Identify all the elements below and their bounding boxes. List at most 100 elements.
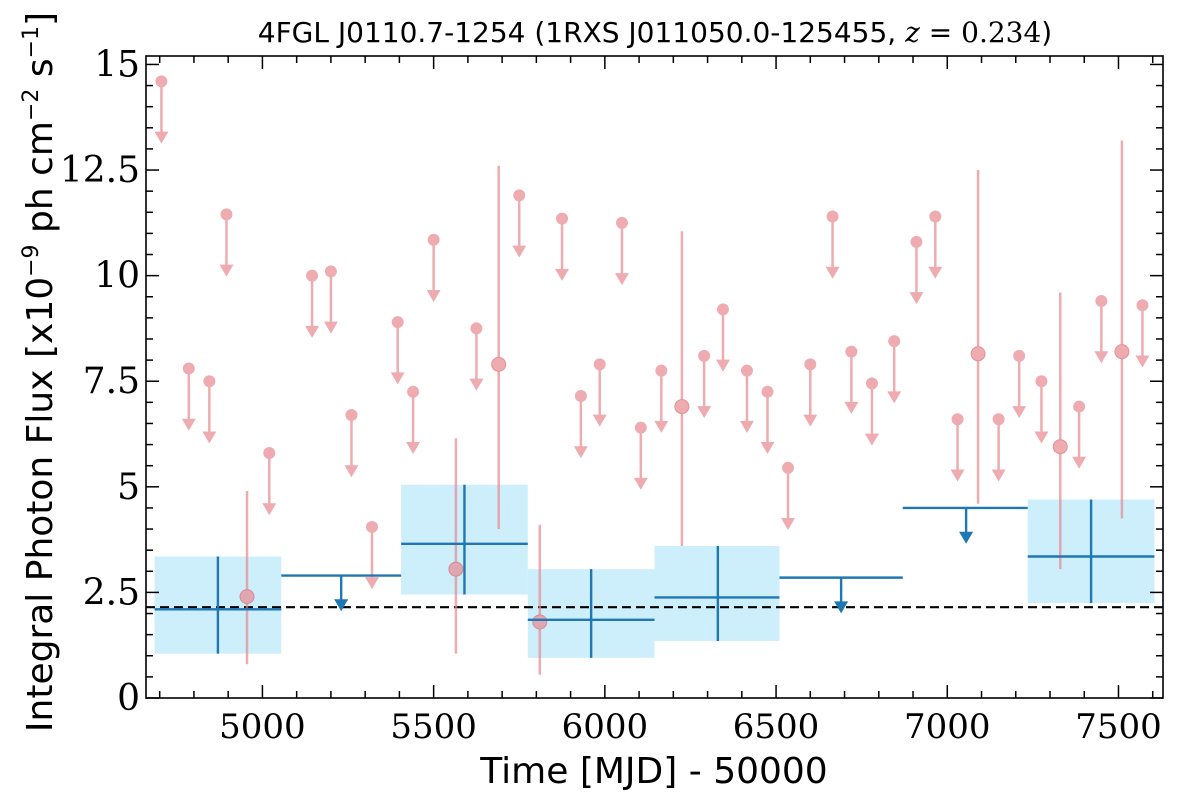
- short-bin-upper-limit: [803, 358, 818, 427]
- upper-limit-marker: [782, 461, 795, 474]
- upper-limit-marker: [615, 216, 628, 229]
- upper-limit-arrowhead: [512, 245, 527, 258]
- upper-limit-marker: [865, 377, 878, 390]
- plot-frame: [145, 55, 1164, 699]
- detection-marker: [239, 589, 255, 605]
- upper-limit-marker: [155, 75, 168, 88]
- chart-title: 4FGL J0110.7-1254 (1RXS J011050.0-125455…: [258, 16, 1052, 49]
- short-bin-upper-limit: [654, 364, 669, 433]
- y-label-exp-2: −2: [19, 89, 44, 121]
- short-bin-detection: [239, 491, 255, 665]
- upper-limit-arrowhead: [181, 418, 196, 431]
- x-tick-label: 6000: [562, 707, 649, 747]
- short-bin-points: [154, 75, 1150, 675]
- short-bin-detection: [674, 231, 690, 546]
- upper-limit-marker: [1073, 400, 1086, 413]
- detection-marker: [448, 561, 464, 577]
- upper-limit-marker: [740, 364, 753, 377]
- y-axis-label: Integral Photon Flux [x10−9 ph cm−2 s−1]: [19, 12, 61, 732]
- short-bin-upper-limit: [781, 461, 796, 531]
- upper-limit-arrowhead: [390, 372, 405, 385]
- short-bin-upper-limit: [365, 520, 379, 590]
- upper-limit-marker: [391, 316, 404, 329]
- x-tick-label: 7500: [1075, 707, 1162, 747]
- y-tick-label: 12.5: [60, 150, 140, 191]
- upper-limit-marker: [182, 362, 195, 375]
- upper-limit-arrowhead: [803, 414, 818, 427]
- upper-limit-marker: [888, 335, 901, 348]
- upper-limit-arrowhead: [950, 469, 965, 482]
- upper-limit-marker: [203, 375, 216, 388]
- short-bin-upper-limit: [512, 189, 527, 258]
- upper-limit-marker: [556, 212, 569, 225]
- long-bin-points: [154, 484, 1155, 658]
- long-bin-ul-arrowhead: [834, 601, 849, 614]
- short-bin-upper-limit: [1012, 349, 1027, 419]
- upper-limit-marker: [593, 358, 606, 371]
- upper-limit-marker: [366, 520, 378, 533]
- upper-limit-arrowhead: [573, 446, 588, 459]
- short-bin-upper-limit: [991, 413, 1006, 482]
- upper-limit-arrowhead: [715, 359, 730, 372]
- upper-limit-marker: [761, 385, 774, 398]
- y-tick-label: 0: [117, 678, 140, 719]
- upper-limit-marker: [1013, 349, 1026, 362]
- short-bin-upper-limit: [739, 364, 754, 433]
- upper-limit-marker: [1136, 299, 1149, 312]
- upper-limit-marker: [427, 233, 440, 246]
- short-bin-upper-limit: [633, 421, 648, 490]
- short-bin-upper-limit: [262, 447, 277, 516]
- upper-limit-marker: [910, 235, 923, 248]
- tick-labels: 5000 5500 6000 6500 7000 7500 0 2.5 5 7.5 10 12.5 15: [60, 44, 1162, 747]
- short-bin-upper-limit: [1034, 375, 1049, 444]
- upper-limit-marker: [1035, 375, 1048, 388]
- upper-limit-marker: [470, 322, 483, 335]
- short-bin-upper-limit: [928, 210, 943, 279]
- short-bin-upper-limit: [202, 375, 217, 444]
- short-bin-detection: [448, 438, 464, 654]
- long-bin-error-boxes: [154, 484, 1155, 658]
- upper-limit-arrowhead: [825, 266, 840, 279]
- short-bin-upper-limit: [406, 385, 421, 455]
- upper-limit-arrowhead: [781, 518, 796, 531]
- upper-limit-arrowhead: [592, 414, 607, 427]
- upper-limit-arrowhead: [739, 420, 754, 433]
- upper-limit-marker: [992, 413, 1005, 426]
- detection-marker: [970, 346, 986, 362]
- short-bin-upper-limit: [825, 210, 840, 279]
- long-bin-upper-limit: [281, 574, 402, 612]
- detection-marker: [1114, 344, 1130, 360]
- long-bin-upper-limit: [902, 506, 1028, 544]
- upper-limit-arrowhead: [928, 266, 943, 279]
- short-bin-upper-limit: [1135, 299, 1150, 368]
- short-bin-upper-limit: [844, 345, 859, 414]
- short-bin-detection: [532, 524, 548, 675]
- upper-limit-marker: [407, 385, 420, 398]
- upper-limit-marker: [513, 189, 526, 202]
- short-bin-detection: [970, 170, 986, 504]
- y-label-exp-9: −9: [19, 244, 44, 276]
- upper-limit-marker: [951, 413, 964, 426]
- upper-limit-arrowhead: [219, 264, 234, 277]
- short-bin-upper-limit: [344, 409, 359, 478]
- detection-marker: [674, 399, 690, 415]
- upper-limit-arrowhead: [614, 273, 629, 286]
- short-bin-upper-limit: [887, 335, 902, 404]
- upper-limit-arrowhead: [909, 292, 924, 305]
- short-bin-upper-limit: [573, 390, 588, 459]
- long-bin-detection: [527, 569, 655, 658]
- upper-limit-marker: [220, 208, 233, 221]
- y-tick-label: 15: [94, 44, 140, 85]
- long-bin-ul-arrowhead: [334, 599, 349, 612]
- short-bin-upper-limit: [390, 316, 405, 385]
- upper-limit-arrowhead: [760, 442, 775, 455]
- upper-limit-arrowhead: [1012, 406, 1027, 419]
- y-label-exp-1: −1: [19, 26, 44, 58]
- upper-limit-arrowhead: [1094, 351, 1109, 364]
- upper-limit-arrowhead: [1135, 355, 1150, 368]
- title-source: 4FGL J0110.7-1254: [258, 16, 526, 49]
- short-bin-upper-limit: [305, 269, 320, 338]
- x-tick-label: 6500: [733, 707, 820, 747]
- upper-limit-arrowhead: [1072, 456, 1087, 469]
- long-bin-detection: [654, 545, 780, 641]
